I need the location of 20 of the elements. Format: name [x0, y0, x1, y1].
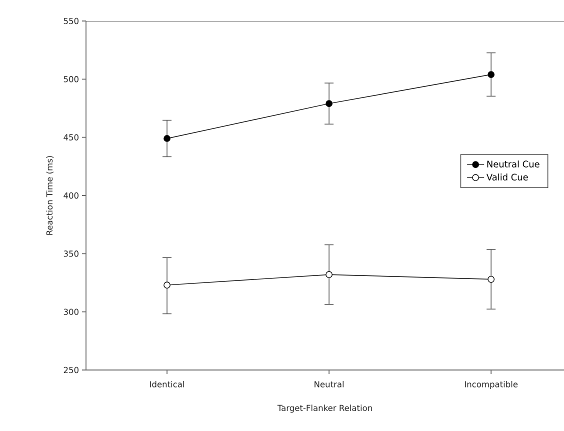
x-axis-title: Target-Flanker Relation — [277, 404, 372, 413]
y-tick-label: 350 — [64, 250, 78, 257]
y-tick-label: 250 — [64, 366, 78, 374]
legend-label: Valid Cue — [486, 174, 528, 180]
point — [164, 282, 170, 289]
y-tick-label: 400 — [64, 192, 78, 199]
point — [326, 271, 332, 278]
x-tick-label: Neutral — [314, 380, 344, 388]
x-tick-label: Incompatible — [464, 380, 518, 389]
point — [326, 100, 332, 108]
y-tick-label: 300 — [64, 308, 78, 315]
point — [488, 276, 495, 283]
point — [164, 135, 170, 142]
y-tick-label: 500 — [64, 76, 78, 82]
y-axis-title: Reaction Time (ms) — [46, 156, 54, 235]
legend-label: Neutral Cue — [487, 160, 540, 168]
x-tick-label: Identical — [150, 380, 184, 388]
y-tick-label: 550 — [64, 18, 78, 24]
y-tick-label: 450 — [64, 134, 78, 140]
point — [488, 71, 495, 78]
